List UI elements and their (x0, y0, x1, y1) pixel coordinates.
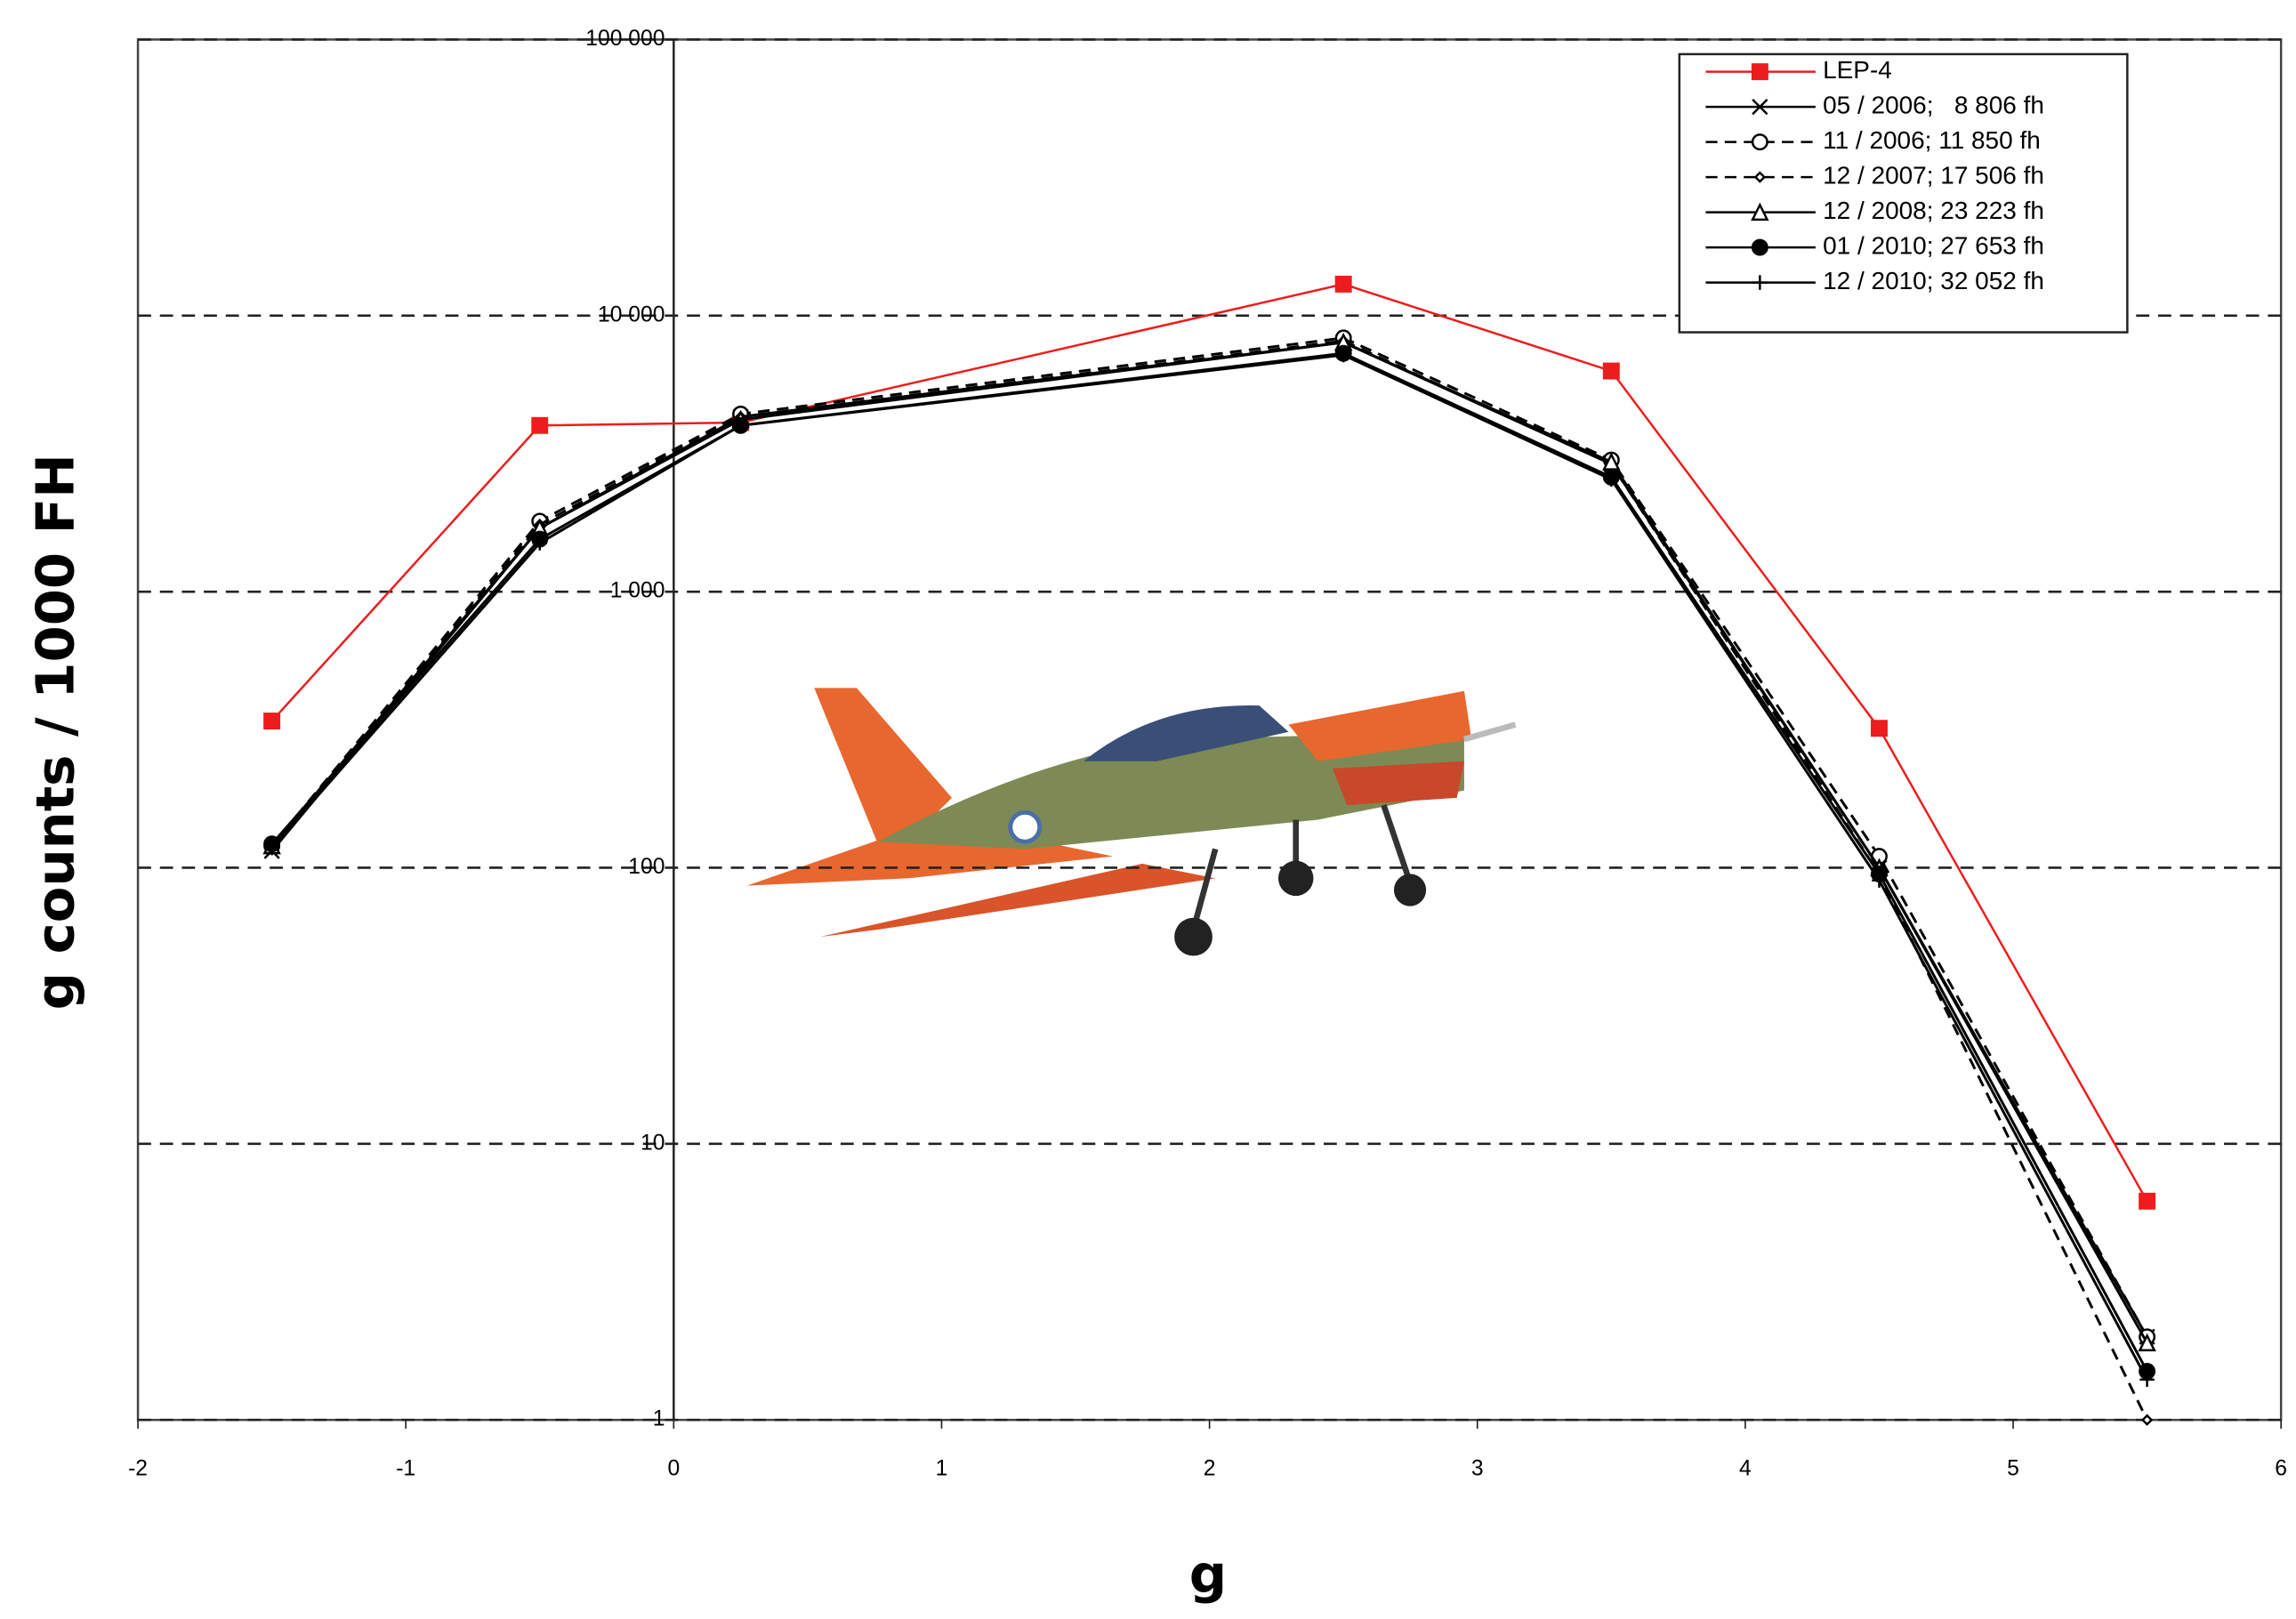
x-tick-label: -1 (396, 1457, 415, 1481)
marker (2139, 1192, 2156, 1210)
marker (733, 418, 748, 433)
marker (1604, 471, 1619, 487)
marker-shape (1602, 362, 1620, 380)
marker (1751, 202, 1769, 222)
marker (531, 416, 549, 434)
series-line (270, 341, 2148, 1338)
marker (1871, 720, 1888, 737)
marker (1334, 275, 1352, 293)
marker-shape (1871, 720, 1888, 737)
marker-shape (1753, 171, 1767, 183)
marker (1752, 275, 1768, 290)
marker (532, 536, 547, 551)
series-line (270, 341, 2148, 1344)
legend-label: 12 / 2010; 32 052 fh (1823, 267, 2044, 294)
airplane-illustration (746, 688, 1517, 956)
legend-label: 12 / 2008; 23 223 fh (1823, 197, 2044, 224)
y-tick-label: 100 (628, 855, 665, 879)
legend-label: 01 / 2010; 27 653 fh (1823, 231, 2044, 259)
legend-label: 11 / 2006; 11 850 fh (1823, 126, 2041, 154)
legend-label: 05 / 2006; 8 806 fh (1823, 92, 2044, 119)
marker-shape (2138, 1333, 2156, 1352)
x-tick-label: -2 (128, 1457, 148, 1481)
x-axis-title: g (1189, 1543, 1227, 1605)
marker (2138, 1333, 2156, 1352)
legend-label: LEP-4 (1823, 56, 1892, 84)
marker (1751, 133, 1768, 151)
y-tick-label: 10 000 (598, 302, 665, 326)
marker (1753, 171, 1767, 183)
marker-shape (1334, 275, 1352, 293)
marker (1752, 99, 1768, 116)
y-tick-label: 10 (640, 1131, 665, 1155)
x-tick-label: 5 (2007, 1457, 2019, 1481)
marker (264, 840, 279, 856)
x-tick-label: 2 (1204, 1457, 1216, 1481)
marker-shape (2139, 1192, 2156, 1210)
y-tick-label: 1 (653, 1407, 665, 1431)
x-tick-label: 3 (1471, 1457, 1484, 1481)
marker (1751, 238, 1768, 256)
y-tick-label: 1 000 (610, 579, 665, 603)
x-tick-label: 4 (1739, 1457, 1752, 1481)
marker-shape (2140, 1414, 2154, 1426)
marker (1872, 873, 1887, 888)
marker-shape (263, 713, 281, 730)
marker-shape (1752, 99, 1768, 116)
marker-shape (1751, 63, 1768, 81)
x-tick-label: 1 (936, 1457, 948, 1481)
marker-shape (1751, 133, 1768, 151)
y-axis-title: g counts / 1000 FH (24, 454, 85, 1010)
series-line (270, 336, 2148, 1338)
x-tick-label: 0 (667, 1457, 680, 1481)
marker (1335, 347, 1351, 363)
marker (1751, 63, 1768, 81)
marker (2140, 1414, 2154, 1426)
marker (1602, 362, 1620, 380)
marker-shape (1751, 202, 1769, 222)
marker-shape (1751, 238, 1768, 256)
legend-label: 12 / 2007; 17 506 fh (1823, 162, 2044, 189)
marker-shape (531, 416, 549, 434)
marker (263, 713, 281, 730)
x-tick-label: 6 (2275, 1457, 2287, 1481)
marker (2139, 1372, 2155, 1388)
y-tick-label: 100 000 (585, 27, 665, 51)
